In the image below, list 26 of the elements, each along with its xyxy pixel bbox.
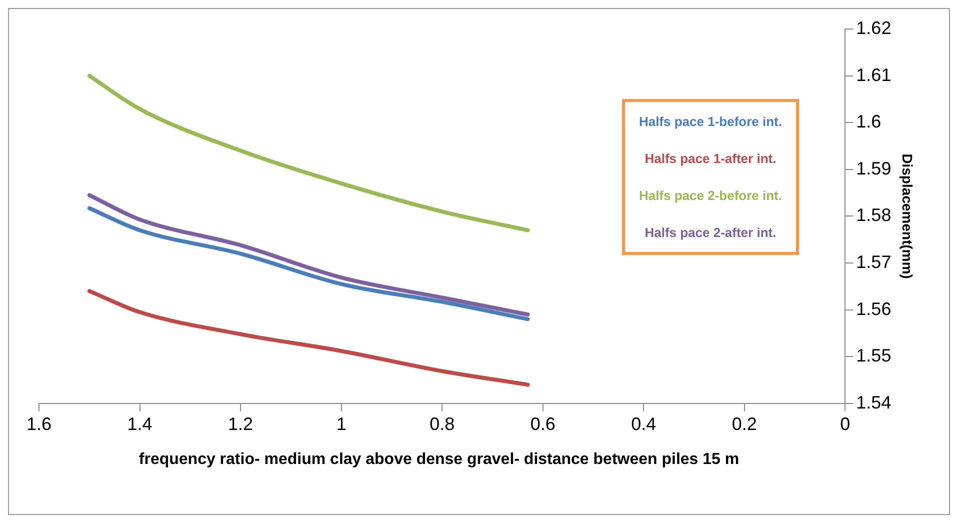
y-tick-label: 1.55 bbox=[856, 346, 892, 366]
y-tick-label: 1.6 bbox=[856, 112, 882, 132]
y-tick-label: 1.59 bbox=[856, 158, 892, 178]
text: Halfs pace 2-before int. bbox=[638, 188, 782, 203]
y-tick-label: 1.61 bbox=[856, 64, 892, 85]
x-tick-label: 0 bbox=[840, 414, 850, 434]
y-tick-label: 1.56 bbox=[856, 298, 892, 319]
x-tick-label: 1.4 bbox=[127, 414, 152, 434]
text: Halfs pace 1-after int. bbox=[644, 151, 778, 166]
y-tick-label: 1.58 bbox=[856, 205, 892, 226]
y-tick-label: 1.54 bbox=[856, 392, 892, 412]
y-tick-label: 1.57 bbox=[856, 252, 892, 272]
x-axis-title: frequency ratio- medium clay above dense gravel- distance between piles 15 m bbox=[138, 450, 740, 470]
y-axis-title: Displacement(mm) bbox=[900, 154, 916, 279]
x-tick-label: 1 bbox=[336, 414, 346, 434]
x-tick-label: 0.2 bbox=[732, 414, 757, 434]
x-tick-label: 1.6 bbox=[26, 414, 52, 434]
x-tick-label: 0.8 bbox=[430, 414, 455, 434]
line-series bbox=[87, 289, 530, 387]
y-tick-label: 1.62 bbox=[856, 18, 892, 38]
x-tick-label: 0.6 bbox=[530, 414, 556, 434]
text: Halfs pace 2-after int. bbox=[644, 225, 778, 240]
x-tick-label: 0.4 bbox=[631, 414, 656, 434]
line-series bbox=[87, 74, 530, 232]
text: Halfs pace 1-before int. bbox=[638, 114, 782, 129]
x-tick-label: 1.2 bbox=[228, 414, 254, 434]
